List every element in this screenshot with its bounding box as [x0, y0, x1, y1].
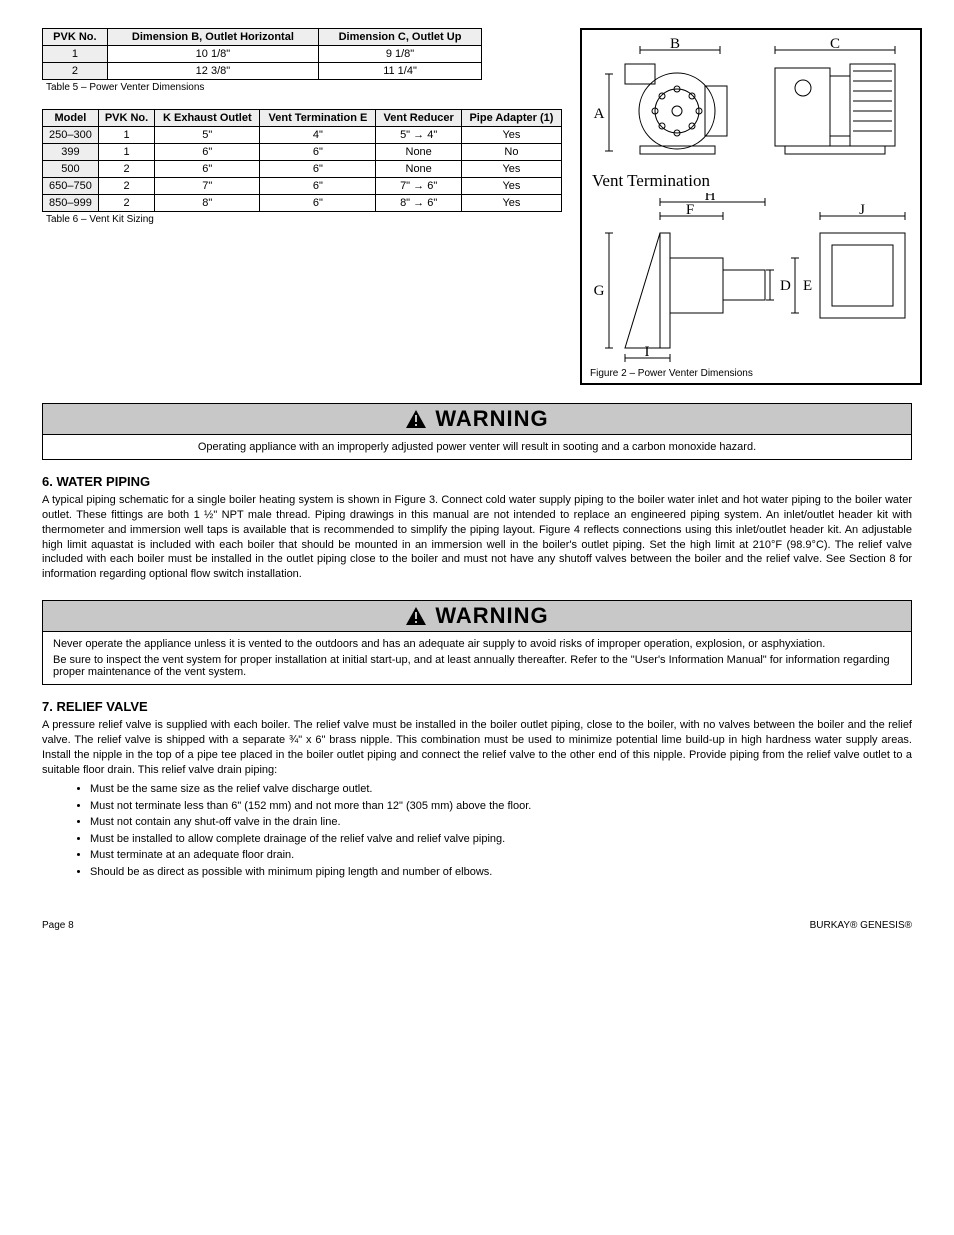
t2-r3c0: 650–750: [43, 178, 99, 195]
svg-text:H: H: [705, 193, 716, 204]
warning-triangle-icon: [405, 606, 427, 626]
svg-text:D: D: [780, 278, 791, 294]
t1-r1c2: 11 1/4": [319, 63, 482, 80]
water-piping-heading: 6. WATER PIPING: [42, 474, 912, 489]
table1-caption: Table 5 – Power Venter Dimensions: [46, 82, 562, 93]
svg-text:E: E: [803, 278, 812, 294]
t2-r2c3: 6": [260, 161, 376, 178]
figure-caption: Figure 2 – Power Venter Dimensions: [590, 368, 912, 379]
svg-text:I: I: [645, 344, 650, 360]
t1-r0c0: 1: [43, 46, 108, 63]
t2-h5: Pipe Adapter (1): [461, 110, 561, 127]
t2-r2c5: Yes: [461, 161, 561, 178]
t2-h2: K Exhaust Outlet: [155, 110, 260, 127]
bullet-1: Must not terminate less than 6" (152 mm)…: [90, 798, 912, 815]
warning-box-2: WARNING Never operate the appliance unle…: [42, 600, 912, 685]
t2-r4c1: 2: [98, 195, 154, 212]
t1-h2: Dimension C, Outlet Up: [319, 29, 482, 46]
t2-h1: PVK No.: [98, 110, 154, 127]
t2-r2c0: 500: [43, 161, 99, 178]
footer-page: Page 8: [42, 920, 74, 931]
t2-r1c4: None: [376, 144, 461, 161]
vent-termination-diagram: H F G D: [590, 193, 912, 363]
warning-label-1: WARNING: [435, 406, 548, 432]
t2-r4c5: Yes: [461, 195, 561, 212]
svg-text:A: A: [594, 106, 605, 122]
t2-r3c1: 2: [98, 178, 154, 195]
warning-text-1: Operating appliance with an improperly a…: [43, 435, 911, 459]
bullet-4: Must terminate at an adequate floor drai…: [90, 847, 912, 864]
t2-r2c4: None: [376, 161, 461, 178]
t2-r3c5: Yes: [461, 178, 561, 195]
svg-text:F: F: [686, 202, 694, 218]
vent-termination-label: Vent Termination: [592, 171, 912, 191]
warning2-line2: Be sure to inspect the vent system for p…: [53, 654, 901, 678]
t2-r0c4: 5" → 4": [376, 127, 461, 144]
dimensions-figure: B A: [580, 28, 922, 385]
t2-r4c0: 850–999: [43, 195, 99, 212]
t2-r3c3: 6": [260, 178, 376, 195]
bullet-0: Must be the same size as the relief valv…: [90, 781, 912, 798]
t2-r0c1: 1: [98, 127, 154, 144]
t2-r3c4: 7" → 6": [376, 178, 461, 195]
warning2-line1: Never operate the appliance unless it is…: [53, 638, 901, 650]
relief-valve-heading: 7. RELIEF VALVE: [42, 699, 912, 714]
t2-r1c0: 399: [43, 144, 99, 161]
t1-h1: Dimension B, Outlet Horizontal: [107, 29, 318, 46]
t2-r0c2: 5": [155, 127, 260, 144]
t2-r1c3: 6": [260, 144, 376, 161]
pvk-dimensions-table: PVK No. Dimension B, Outlet Horizontal D…: [42, 28, 482, 80]
relief-valve-bullets: Must be the same size as the relief valv…: [72, 781, 912, 880]
bullet-5: Should be as direct as possible with min…: [90, 864, 912, 881]
t1-r0c2: 9 1/8": [319, 46, 482, 63]
vent-kit-sizing-table: Model PVK No. K Exhaust Outlet Vent Term…: [42, 109, 562, 212]
bullet-3: Must be installed to allow complete drai…: [90, 831, 912, 848]
t2-h3: Vent Termination E: [260, 110, 376, 127]
relief-valve-paragraph: A pressure relief valve is supplied with…: [42, 718, 912, 777]
warning-label-2: WARNING: [435, 603, 548, 629]
warning-triangle-icon: [405, 409, 427, 429]
bullet-2: Must not contain any shut-off valve in t…: [90, 814, 912, 831]
t2-r1c1: 1: [98, 144, 154, 161]
svg-text:B: B: [670, 36, 680, 52]
footer-brand: BURKAY® GENESIS®: [810, 920, 912, 931]
water-piping-paragraph: A typical piping schematic for a single …: [42, 493, 912, 582]
table2-caption: Table 6 – Vent Kit Sizing: [46, 214, 562, 225]
svg-text:C: C: [830, 36, 840, 52]
power-venter-diagram: B A: [590, 36, 912, 166]
t2-r3c2: 7": [155, 178, 260, 195]
t1-r1c0: 2: [43, 63, 108, 80]
t2-r4c3: 6": [260, 195, 376, 212]
t2-r0c3: 4": [260, 127, 376, 144]
svg-text:J: J: [859, 202, 865, 218]
t2-r4c4: 8" → 6": [376, 195, 461, 212]
t2-r2c1: 2: [98, 161, 154, 178]
t2-r1c2: 6": [155, 144, 260, 161]
t2-r4c2: 8": [155, 195, 260, 212]
t2-r1c5: No: [461, 144, 561, 161]
t2-r0c5: Yes: [461, 127, 561, 144]
t1-h0: PVK No.: [43, 29, 108, 46]
t1-r1c1: 12 3/8": [107, 63, 318, 80]
t1-r0c1: 10 1/8": [107, 46, 318, 63]
t2-r0c0: 250–300: [43, 127, 99, 144]
warning-box-1: WARNING Operating appliance with an impr…: [42, 403, 912, 460]
t2-r2c2: 6": [155, 161, 260, 178]
t2-h4: Vent Reducer: [376, 110, 461, 127]
svg-text:G: G: [594, 283, 605, 299]
t2-h0: Model: [43, 110, 99, 127]
